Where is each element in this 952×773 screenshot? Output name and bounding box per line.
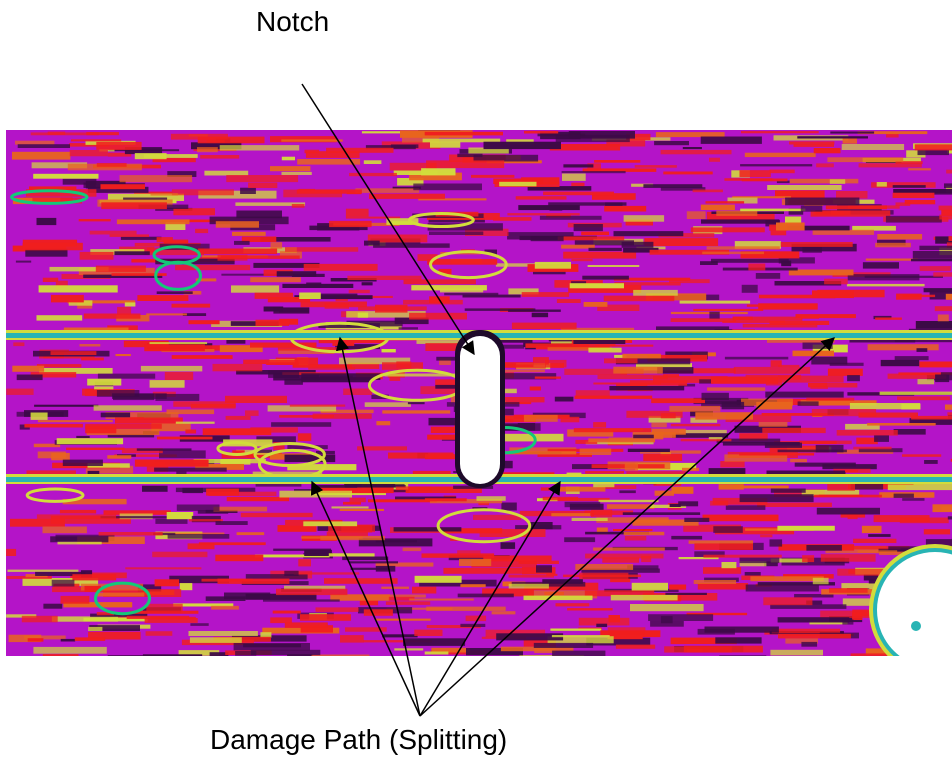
notch [455,330,505,488]
notch-label: Notch [256,6,330,37]
damage-arrow-4 [419,337,835,717]
notch-arrow [301,83,475,356]
damage-arrows [310,336,835,717]
c-scan-image [6,130,952,656]
scan-texture [6,130,952,656]
damage-arrow-2 [310,480,421,717]
damage-arrow-1 [335,336,421,717]
damage-path-label: Damage Path (Splitting) [210,724,508,755]
damage-arrow-3 [419,480,561,717]
edge-hole-feature [869,544,952,656]
